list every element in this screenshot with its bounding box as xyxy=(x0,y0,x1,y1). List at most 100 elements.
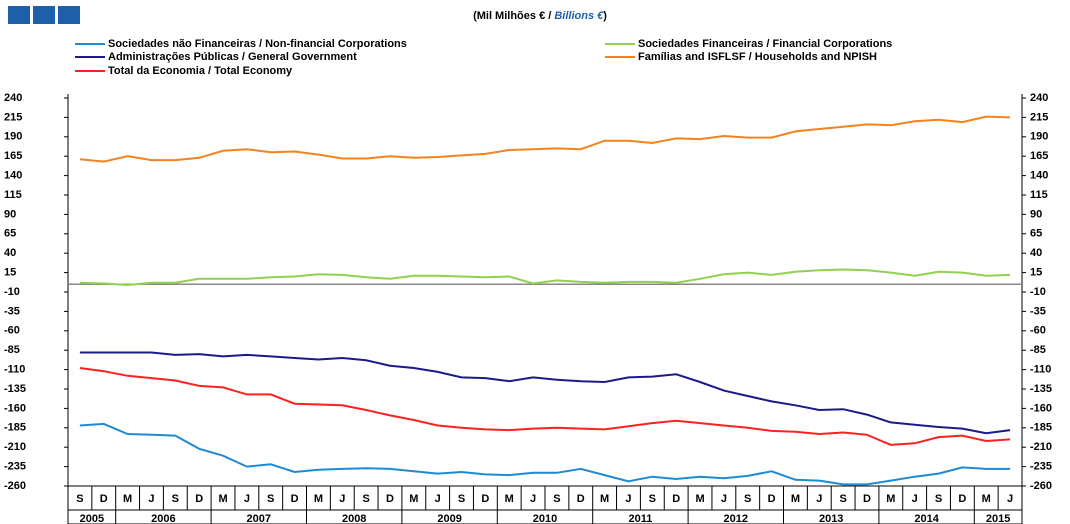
x-tick-label: S xyxy=(744,493,751,505)
x-tick-label: M xyxy=(409,493,418,505)
y2-tick-label: -160 xyxy=(1030,402,1052,414)
x-tick-label: J xyxy=(625,493,631,505)
x-tick-label: M xyxy=(982,493,991,505)
y2-tick-label: 190 xyxy=(1030,131,1048,143)
year-label: 2008 xyxy=(342,513,366,524)
y2-tick-label: 15 xyxy=(1030,267,1042,279)
x-tick-label: J xyxy=(244,493,250,505)
logo-block xyxy=(58,6,80,24)
year-label: 2006 xyxy=(151,513,175,524)
y-tick-label: 40 xyxy=(4,247,16,259)
y-tick-label: 140 xyxy=(4,170,22,182)
year-label: 2009 xyxy=(437,513,461,524)
x-tick-label: J xyxy=(721,493,727,505)
y-tick-label: 90 xyxy=(4,208,16,220)
y-tick-label: 240 xyxy=(4,92,22,104)
x-tick-label: J xyxy=(339,493,345,505)
legend-label: Total da Economia / Total Economy xyxy=(108,65,293,77)
x-tick-label: D xyxy=(958,493,966,505)
y2-tick-label: -210 xyxy=(1030,441,1052,453)
series-line xyxy=(79,422,1011,486)
legend-label: Administrações Públicas / General Govern… xyxy=(108,51,357,63)
year-label: 2010 xyxy=(533,513,557,524)
y-tick-label: -60 xyxy=(4,325,20,337)
x-tick-label: D xyxy=(481,493,489,505)
y-tick-label: 190 xyxy=(4,131,22,143)
x-tick-label: D xyxy=(100,493,108,505)
y-tick-label: -235 xyxy=(4,461,26,473)
chart-title: (Mil Milhões € / Billions €) xyxy=(473,10,607,22)
legend-label: Sociedades Financeiras / Financial Corpo… xyxy=(638,38,892,50)
x-tick-label: S xyxy=(649,493,656,505)
title-end: ) xyxy=(603,10,607,22)
y-tick-label: -85 xyxy=(4,344,20,356)
legend-label: Sociedades não Financeiras / Non-financi… xyxy=(108,38,407,50)
x-tick-label: J xyxy=(148,493,154,505)
x-tick-label: D xyxy=(291,493,299,505)
y2-tick-label: -110 xyxy=(1030,364,1051,376)
x-tick-label: J xyxy=(530,493,536,505)
x-tick-label: M xyxy=(791,493,800,505)
x-tick-label: J xyxy=(912,493,918,505)
x-tick-label: J xyxy=(1007,493,1013,505)
y2-tick-label: 40 xyxy=(1030,247,1042,259)
year-label: 2005 xyxy=(80,513,104,524)
x-tick-label: M xyxy=(886,493,895,505)
y2-tick-label: -60 xyxy=(1030,325,1046,337)
y2-tick-label: -185 xyxy=(1030,422,1052,434)
y-tick-label: -160 xyxy=(4,402,26,414)
x-tick-label: D xyxy=(195,493,203,505)
x-tick-label: D xyxy=(577,493,585,505)
y-tick-label: -110 xyxy=(4,364,25,376)
x-tick-label: S xyxy=(76,493,83,505)
year-label: 2014 xyxy=(914,513,939,524)
y-tick-label: 165 xyxy=(4,150,22,162)
logo-block xyxy=(8,6,30,24)
y2-tick-label: -85 xyxy=(1030,344,1046,356)
y2-tick-label: 140 xyxy=(1030,170,1048,182)
y2-tick-label: -135 xyxy=(1030,383,1052,395)
x-tick-label: S xyxy=(267,493,274,505)
series-line xyxy=(79,367,1011,446)
y2-tick-label: -35 xyxy=(1030,305,1046,317)
x-tick-label: M xyxy=(218,493,227,505)
year-label: 2013 xyxy=(819,513,843,524)
x-tick-label: M xyxy=(505,493,514,505)
year-label: 2011 xyxy=(628,513,652,524)
year-label: 2007 xyxy=(247,513,271,524)
year-label: 2015 xyxy=(986,513,1010,524)
y-tick-label: -260 xyxy=(4,480,26,492)
title-en: Billions € xyxy=(554,10,604,22)
series-line xyxy=(79,268,1011,287)
legend-label: Famílias and ISFLSF / Households and NPI… xyxy=(638,51,877,63)
x-tick-label: S xyxy=(172,493,179,505)
y-tick-label: 15 xyxy=(4,267,16,279)
x-tick-label: M xyxy=(695,493,704,505)
series-line xyxy=(79,115,1011,163)
y2-tick-label: 165 xyxy=(1030,150,1048,162)
title-pt: (Mil Milhões € / xyxy=(473,10,554,22)
x-tick-label: D xyxy=(672,493,680,505)
y-tick-label: -210 xyxy=(4,441,26,453)
x-tick-label: S xyxy=(553,493,560,505)
y2-tick-label: 215 xyxy=(1030,111,1048,123)
y2-tick-label: -235 xyxy=(1030,461,1052,473)
logo-block xyxy=(33,6,55,24)
x-tick-label: D xyxy=(768,493,776,505)
year-label: 2012 xyxy=(724,513,748,524)
x-tick-label: S xyxy=(362,493,369,505)
x-tick-label: D xyxy=(386,493,394,505)
x-tick-label: D xyxy=(863,493,871,505)
x-tick-label: M xyxy=(600,493,609,505)
x-tick-label: J xyxy=(435,493,441,505)
y2-tick-label: 115 xyxy=(1030,189,1048,201)
x-tick-label: S xyxy=(935,493,942,505)
y-tick-label: 115 xyxy=(4,189,22,201)
y-tick-label: -10 xyxy=(4,286,20,298)
y-tick-label: -185 xyxy=(4,422,26,434)
y-tick-label: -35 xyxy=(4,305,20,317)
y2-tick-label: -260 xyxy=(1030,480,1052,492)
x-tick-label: S xyxy=(458,493,465,505)
x-tick-label: S xyxy=(839,493,846,505)
